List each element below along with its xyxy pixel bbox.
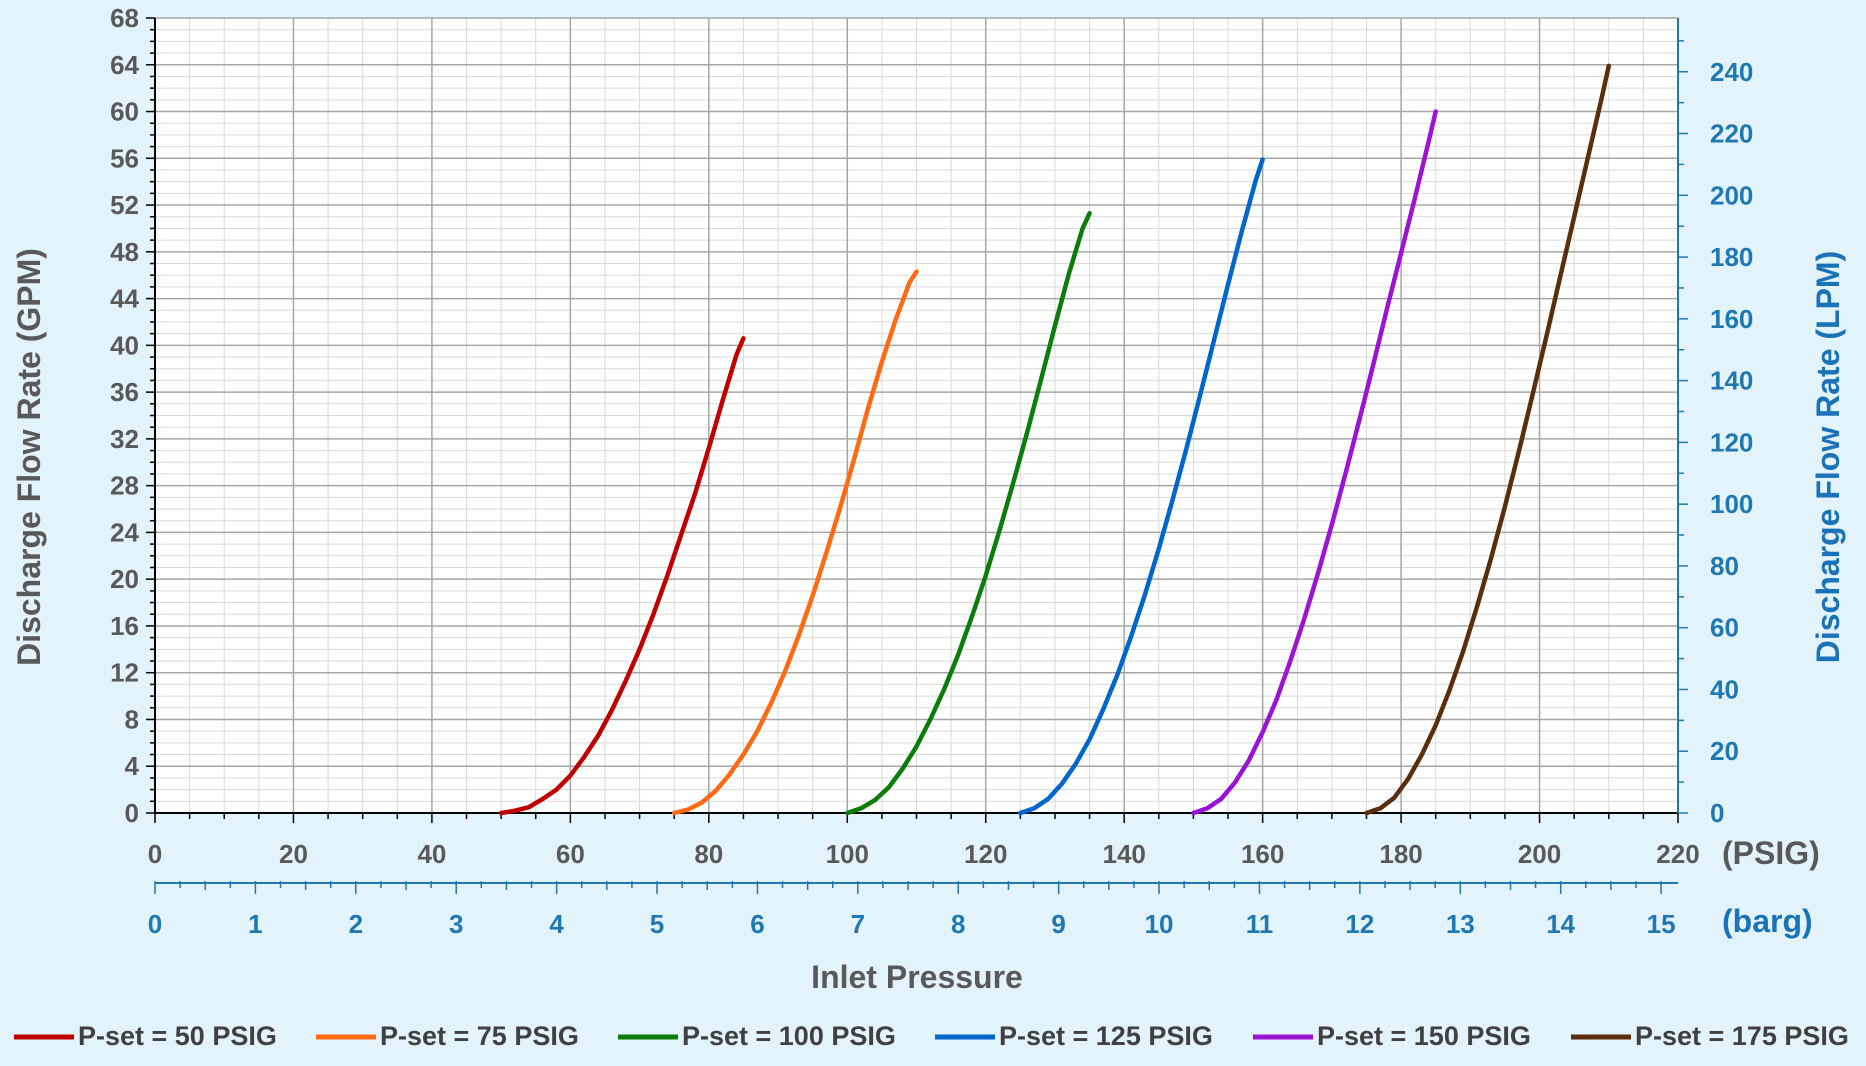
y-tick-label: 20 (110, 564, 139, 594)
y2-tick-label: 120 (1710, 427, 1753, 457)
x2-tick-label: 10 (1145, 909, 1174, 939)
series-line-5 (1191, 109, 1438, 816)
x-tick-label: 100 (826, 839, 869, 869)
x-axis-title: Inlet Pressure (811, 959, 1023, 995)
y-tick-label: 8 (125, 704, 139, 734)
y2-tick-label: 40 (1710, 674, 1739, 704)
y2-tick-label: 240 (1710, 57, 1753, 87)
x2-tick-label: 6 (750, 909, 764, 939)
y2-tick-label: 180 (1710, 242, 1753, 272)
y-axis-title: Discharge Flow Rate (GPM) (11, 248, 47, 666)
x2-unit-label: (barg) (1722, 903, 1813, 939)
legend-label: P-set = 175 PSIG (1635, 1021, 1849, 1051)
x2-tick-label: 3 (449, 909, 463, 939)
y2-tick-label: 140 (1710, 366, 1753, 396)
x2-tick-label: 14 (1546, 909, 1575, 939)
y-tick-label: 52 (110, 190, 139, 220)
x-tick-label: 20 (279, 839, 308, 869)
y-tick-label: 40 (110, 330, 139, 360)
y2-tick-label: 100 (1710, 489, 1753, 519)
legend-label: P-set = 75 PSIG (380, 1021, 579, 1051)
y-tick-label: 68 (110, 3, 139, 33)
y2-axis-title: Discharge Flow Rate (LPM) (1810, 251, 1846, 664)
y-tick-label: 4 (125, 751, 140, 781)
legend-item: P-set = 150 PSIG (1253, 1021, 1531, 1051)
y-tick-label: 48 (110, 237, 139, 267)
y-tick-label: 60 (110, 97, 139, 127)
y2-tick-label: 60 (1710, 613, 1739, 643)
x-tick-label: 140 (1102, 839, 1145, 869)
legend-label: P-set = 125 PSIG (999, 1021, 1213, 1051)
x-tick-label: 200 (1518, 839, 1561, 869)
x-tick-label: 120 (964, 839, 1007, 869)
series-line-1 (498, 336, 746, 816)
y-tick-label: 0 (125, 798, 139, 828)
legend-item: P-set = 50 PSIG (14, 1021, 277, 1051)
legend-label: P-set = 150 PSIG (1317, 1021, 1531, 1051)
series-line-6 (1364, 63, 1612, 816)
x-tick-label: 60 (556, 839, 585, 869)
legend-item: P-set = 175 PSIG (1571, 1021, 1849, 1051)
y-tick-label: 28 (110, 471, 139, 501)
x-tick-label: 40 (417, 839, 446, 869)
x-tick-label: 160 (1241, 839, 1284, 869)
x2-tick-label: 2 (349, 909, 363, 939)
x2-tick-label: 13 (1446, 909, 1475, 939)
series-line-2 (671, 269, 919, 816)
x2-tick-label: 7 (851, 909, 865, 939)
x2-tick-label: 1 (248, 909, 262, 939)
x2-tick-label: 0 (148, 909, 162, 939)
y-tick-label: 16 (110, 611, 139, 641)
x2-tick-label: 8 (951, 909, 965, 939)
x2-tick-label: 11 (1246, 909, 1274, 939)
x-unit-label: (PSIG) (1722, 835, 1820, 871)
y-tick-label: 64 (110, 50, 139, 80)
y-tick-label: 44 (110, 284, 139, 314)
y2-tick-label: 220 (1710, 119, 1753, 149)
series-line-3 (845, 210, 1092, 816)
x-tick-label: 180 (1379, 839, 1422, 869)
y2-tick-label: 160 (1710, 304, 1753, 334)
x2-tick-label: 5 (650, 909, 664, 939)
y2-tick-label: 20 (1710, 736, 1739, 766)
legend-item: P-set = 125 PSIG (935, 1021, 1213, 1051)
x2-tick-label: 12 (1345, 909, 1374, 939)
series-line-4 (1018, 157, 1265, 816)
y-tick-label: 12 (110, 658, 139, 688)
x-tick-label: 80 (694, 839, 723, 869)
y2-tick-label: 200 (1710, 180, 1753, 210)
legend-item: P-set = 100 PSIG (618, 1021, 896, 1051)
y2-tick-label: 80 (1710, 551, 1739, 581)
x2-tick-label: 15 (1647, 909, 1676, 939)
y-tick-label: 32 (110, 424, 139, 454)
legend: P-set = 50 PSIG P-set = 75 PSIG P-set = 10… (14, 1021, 1849, 1051)
labels-layer: (PSIG) (barg) Inlet Pressure Discharge F… (11, 248, 1846, 995)
x2-tick-label: 4 (549, 909, 564, 939)
x2-tick-label: 9 (1051, 909, 1065, 939)
legend-label: P-set = 50 PSIG (78, 1021, 277, 1051)
y-tick-label: 36 (110, 377, 139, 407)
x-tick-label: 0 (148, 839, 162, 869)
series-layer (498, 63, 1612, 816)
legend-item: P-set = 75 PSIG (316, 1021, 579, 1051)
y2-tick-label: 0 (1710, 798, 1724, 828)
legend-label: P-set = 100 PSIG (682, 1021, 896, 1051)
y-tick-label: 24 (110, 517, 139, 547)
y-tick-label: 56 (110, 143, 139, 173)
x-tick-label: 220 (1656, 839, 1699, 869)
